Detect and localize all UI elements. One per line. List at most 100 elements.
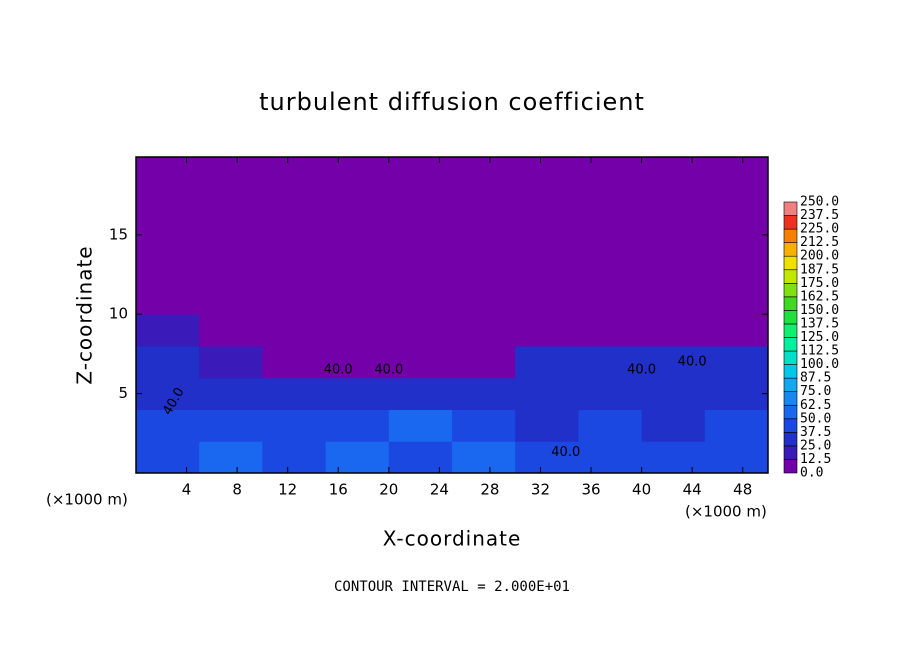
colorbar-segment <box>783 201 798 216</box>
colorbar-segment <box>783 404 798 420</box>
field-cell <box>199 250 263 283</box>
field-cell <box>199 377 263 410</box>
field-cell <box>325 345 390 379</box>
plot-frame <box>135 156 769 474</box>
colorbar-label: 25.0 <box>800 438 831 453</box>
field-cell <box>704 377 768 410</box>
field-cell <box>452 377 516 410</box>
field-cell <box>704 345 768 379</box>
field-cell <box>199 314 263 347</box>
field-cell <box>641 187 706 220</box>
field-cell <box>325 409 390 442</box>
colorbar-label: 187.5 <box>800 262 839 277</box>
field-cell <box>641 345 706 379</box>
field-cell <box>515 377 579 410</box>
field-cell <box>325 441 390 473</box>
colorbar-label: 0.0 <box>800 466 823 481</box>
contour-label: 40.0 <box>374 362 403 377</box>
colorbar-label: 137.5 <box>800 316 839 331</box>
field-cell <box>325 157 390 188</box>
field-cell <box>452 441 516 473</box>
colorbar-segment <box>783 377 798 392</box>
field-cell <box>262 409 327 442</box>
field-cell <box>641 441 706 473</box>
field-cell <box>452 218 516 252</box>
field-cell <box>262 345 327 379</box>
field-cell <box>199 187 263 220</box>
field-cell <box>262 250 327 283</box>
field-cell <box>578 377 643 410</box>
field-cell <box>388 409 453 442</box>
colorbar-label: 225.0 <box>800 222 839 237</box>
x-axis-label: X-coordinate <box>383 527 522 551</box>
field-cell <box>452 282 516 315</box>
y-tick-label: 10 <box>109 305 128 323</box>
colorbar-segment <box>783 391 798 406</box>
field-cell <box>136 377 200 410</box>
field-cell <box>704 409 768 442</box>
colorbar-label: 175.0 <box>800 276 839 291</box>
field-cell <box>325 377 390 410</box>
field-cell <box>136 345 200 379</box>
field-cell <box>515 250 579 283</box>
field-cell <box>704 218 768 252</box>
colorbar-label: 162.5 <box>800 289 839 304</box>
field-cell <box>452 409 516 442</box>
field-cell <box>452 187 516 220</box>
field-cell <box>262 441 327 473</box>
field-cell <box>136 157 200 188</box>
field-cell <box>641 250 706 283</box>
field-cell <box>199 441 263 473</box>
colorbar-label: 87.5 <box>800 371 831 386</box>
colorbar-segment <box>783 242 798 257</box>
field-cell <box>325 187 390 220</box>
colorbar-segment <box>783 228 798 243</box>
colorbar-segment <box>783 459 798 474</box>
contour-label: 40.0 <box>324 362 353 377</box>
field-cell <box>325 218 390 252</box>
x-tick-label: 32 <box>531 481 550 499</box>
colorbar-label: 112.5 <box>800 344 839 359</box>
field-cell <box>388 157 453 188</box>
field-cell <box>136 441 200 473</box>
colorbar-label: 37.5 <box>800 425 831 440</box>
field-cell <box>641 218 706 252</box>
chart-title: turbulent diffusion coefficient <box>259 88 645 116</box>
field-cell <box>388 282 453 315</box>
x-unit-label: (×1000 m) <box>685 503 767 521</box>
field-cell <box>641 377 706 410</box>
field-cell <box>704 250 768 283</box>
field-cell <box>136 314 200 347</box>
y-tick-label: 5 <box>118 384 128 402</box>
field-cell <box>515 282 579 315</box>
footer: CONTOUR INTERVAL = 2.000E+01 <box>334 579 570 595</box>
colorbar-segment <box>783 282 798 298</box>
colorbar-segment <box>783 310 798 325</box>
field-cell <box>578 250 643 283</box>
field-cell <box>641 409 706 442</box>
x-tick-label: 48 <box>733 481 752 499</box>
field-cell <box>578 282 643 315</box>
field-cell <box>388 345 453 379</box>
field-cell <box>262 377 327 410</box>
x-tick-label: 36 <box>581 481 600 499</box>
x-tick-label: 44 <box>683 481 702 499</box>
x-tick-label: 12 <box>278 481 297 499</box>
field-cell <box>641 282 706 315</box>
field-cell <box>578 314 643 347</box>
x-tick-label: 24 <box>430 481 449 499</box>
field-cell <box>388 250 453 283</box>
field-cell <box>641 314 706 347</box>
field-cell <box>262 282 327 315</box>
x-tick-label: 8 <box>232 481 242 499</box>
field-cell <box>452 250 516 283</box>
field-cell <box>388 187 453 220</box>
field-cell <box>262 218 327 252</box>
field-cell <box>515 345 579 379</box>
colorbar-segment <box>783 364 798 379</box>
colorbar-segment <box>783 296 798 311</box>
field-cell <box>578 157 643 188</box>
colorbar-label: 50.0 <box>800 411 831 426</box>
field-cell <box>515 187 579 220</box>
field-cell <box>704 282 768 315</box>
